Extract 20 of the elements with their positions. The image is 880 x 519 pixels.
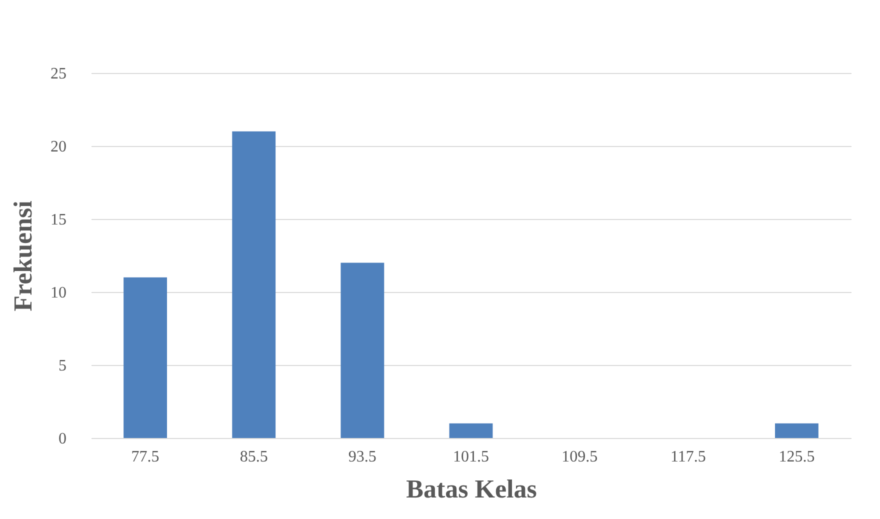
x-axis-title: Batas Kelas [406,474,537,504]
bar [124,277,167,438]
x-tick-label: 85.5 [240,448,268,466]
x-tick-label: 101.5 [453,448,489,466]
x-tick-label: 77.5 [131,448,160,466]
x-tick-label: 93.5 [348,448,376,466]
bar [340,262,384,438]
y-tick-label: 15 [50,212,66,228]
y-tick-label: 25 [50,66,66,82]
y-tick-label: 20 [50,138,66,156]
y-axis-title: Frekuensi [8,200,38,312]
y-tick-label: 10 [50,284,66,302]
bar [775,423,818,438]
bar [232,131,276,438]
x-tick-label: 109.5 [562,448,598,466]
x-tick-label: 117.5 [670,448,706,466]
bar [449,423,493,438]
y-tick-label: 0 [58,430,66,448]
x-tick-label: 125.5 [778,448,815,466]
y-tick-label: 5 [58,358,66,374]
